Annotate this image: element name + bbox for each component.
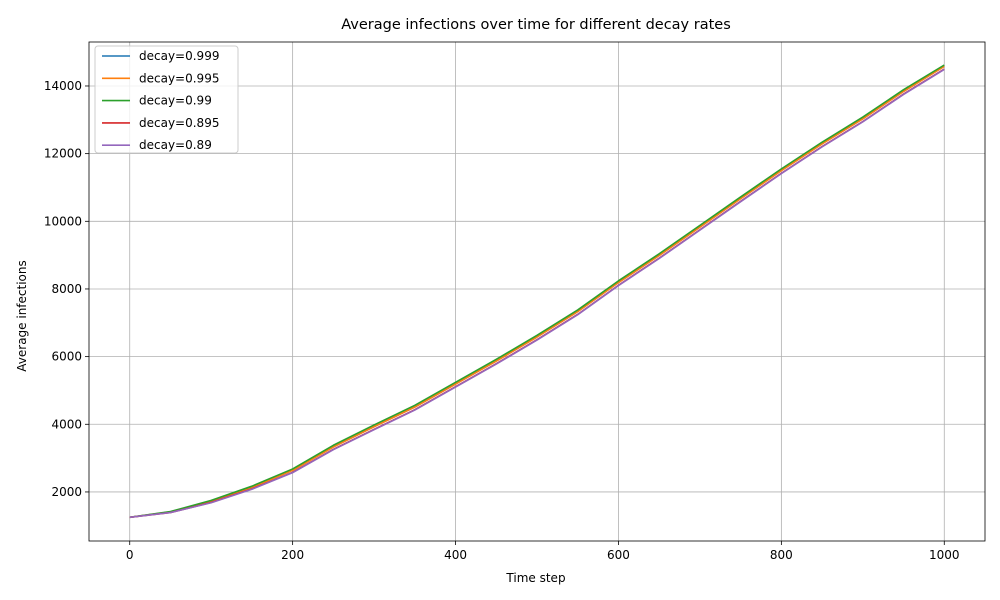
y-axis-ticks: 2000 4000 6000 8000 10000 12000 14000 — [44, 79, 89, 499]
x-tick-label: 800 — [770, 548, 793, 562]
series-lines — [129, 64, 945, 519]
legend-label-3: decay=0.895 — [139, 116, 219, 130]
series-line-4 — [129, 68, 945, 519]
legend: decay=0.999 decay=0.995 decay=0.99 decay=0.… — [94, 45, 239, 154]
y-tick-label: 4000 — [51, 417, 82, 431]
series-line-1 — [129, 65, 945, 519]
x-tick-label: 0 — [126, 548, 134, 562]
x-axis-ticks: 0 200 400 600 800 1000 — [126, 541, 960, 562]
plot-area-frame — [88, 41, 986, 542]
x-tick-label: 200 — [281, 548, 304, 562]
legend-label-2: decay=0.99 — [139, 94, 212, 108]
y-tick-label: 10000 — [44, 214, 82, 228]
x-tick-label: 1000 — [929, 548, 960, 562]
x-tick-label: 400 — [444, 548, 467, 562]
legend-box — [94, 45, 239, 154]
y-axis-title: Average infections — [15, 260, 29, 371]
y-tick-label: 8000 — [51, 282, 82, 296]
y-tick-label: 14000 — [44, 79, 82, 93]
y-tick-label: 6000 — [51, 350, 82, 364]
y-tick-label: 12000 — [44, 147, 82, 161]
x-axis-title: Time step — [505, 571, 565, 585]
x-tick-label: 600 — [607, 548, 630, 562]
legend-label-1: decay=0.995 — [139, 71, 219, 85]
series-line-2 — [129, 64, 945, 519]
chart-title: Average infections over time for differe… — [341, 17, 731, 33]
y-tick-label: 2000 — [51, 485, 82, 499]
grid-lines — [89, 42, 985, 541]
legend-label-4: decay=0.89 — [139, 138, 212, 152]
legend-label-0: decay=0.999 — [139, 49, 219, 63]
